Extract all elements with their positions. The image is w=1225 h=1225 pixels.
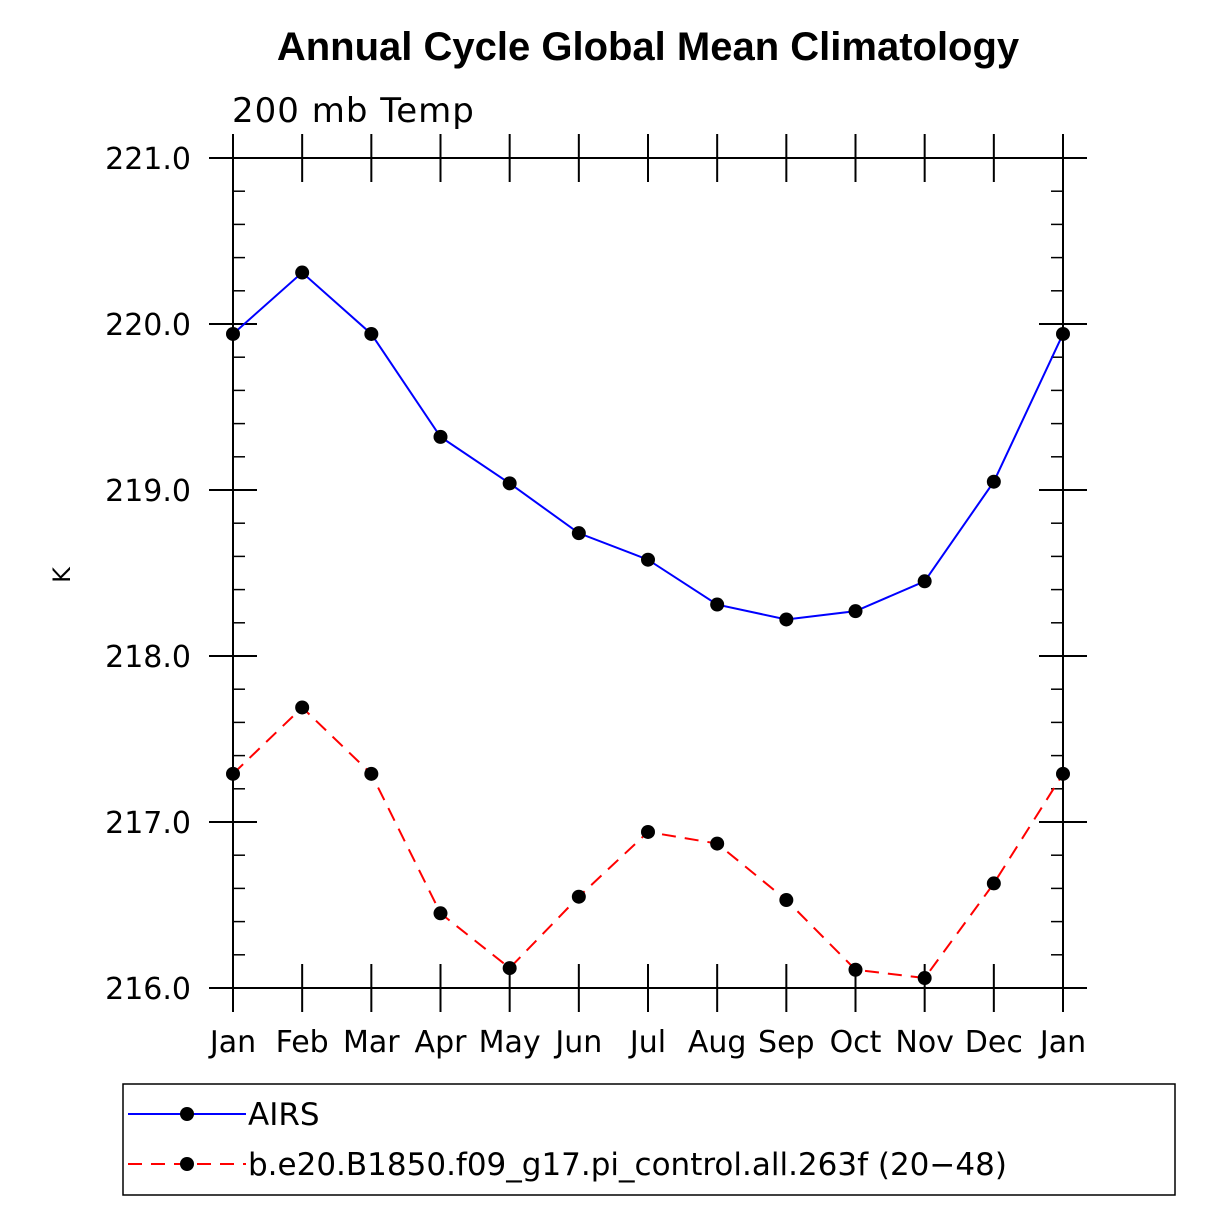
data-point — [1056, 326, 1070, 341]
data-point — [364, 766, 379, 781]
x-tick-label: Mar — [343, 1025, 400, 1060]
legend-marker-1 — [180, 1107, 194, 1121]
legend-label-1: AIRS — [248, 1097, 320, 1133]
series-2 — [226, 700, 1070, 986]
x-tick-label: May — [479, 1025, 541, 1060]
data-point — [848, 962, 863, 977]
data-point — [641, 552, 655, 567]
data-point — [364, 326, 379, 341]
data-point — [226, 326, 240, 341]
data-point — [502, 961, 517, 976]
x-tick-label: Feb — [276, 1025, 329, 1060]
data-point — [986, 474, 1001, 489]
data-point — [1056, 766, 1070, 781]
data-point — [917, 971, 932, 986]
legend: AIRS b.e20.B1850.f09_g17.pi_control.all.2… — [122, 1083, 1176, 1196]
data-point — [571, 526, 586, 541]
data-point — [710, 836, 725, 851]
x-tick-label: Dec — [965, 1025, 1023, 1060]
y-tick-label: 217.0 — [105, 806, 191, 841]
x-tick-label: Oct — [830, 1025, 882, 1060]
data-point — [848, 604, 863, 619]
chart-subtitle: 200 mb Temp — [232, 91, 475, 131]
data-point — [986, 876, 1001, 891]
data-point — [710, 597, 725, 612]
data-point — [917, 574, 932, 589]
plot-frame — [232, 157, 1064, 989]
data-point — [502, 476, 517, 491]
y-tick-label: 216.0 — [105, 972, 191, 1007]
x-tick-label: Aug — [688, 1025, 747, 1060]
x-tick-label: Nov — [895, 1025, 954, 1060]
axes: 216.0 217.0 218.0 219.0 220.0 221.0 Jan Feb Mar A… — [105, 134, 1087, 1060]
y-tick-label: 220.0 — [105, 308, 191, 343]
data-point — [226, 766, 240, 781]
y-axis-label: K — [48, 566, 76, 583]
series-line — [232, 706, 1064, 980]
x-tick-label: Jun — [553, 1025, 602, 1060]
x-tick-label: Apr — [415, 1025, 468, 1060]
data-point — [433, 906, 448, 921]
y-tick-label: 221.0 — [105, 142, 191, 177]
y-tick-label: 218.0 — [105, 640, 191, 675]
legend-box — [122, 1083, 1176, 1196]
x-tick-label: Jul — [628, 1025, 666, 1060]
data-point — [779, 893, 794, 908]
data-point — [433, 429, 448, 444]
y-tick-label: 219.0 — [105, 474, 191, 509]
data-point — [571, 889, 586, 904]
data-point — [295, 700, 310, 715]
series-line — [232, 271, 1064, 621]
legend-label-2: b.e20.B1850.f09_g17.pi_control.all.263f … — [248, 1147, 1007, 1183]
series-layer — [226, 265, 1070, 986]
x-tick-label: Sep — [758, 1025, 815, 1060]
chart-title: Annual Cycle Global Mean Climatology — [277, 25, 1020, 69]
data-point — [779, 612, 794, 627]
series-1 — [226, 265, 1070, 627]
data-point — [641, 824, 655, 839]
data-point — [295, 265, 310, 280]
x-tick-label: Jan — [208, 1025, 256, 1060]
legend-marker-2 — [180, 1157, 194, 1171]
x-tick-label: Jan — [1038, 1025, 1086, 1060]
